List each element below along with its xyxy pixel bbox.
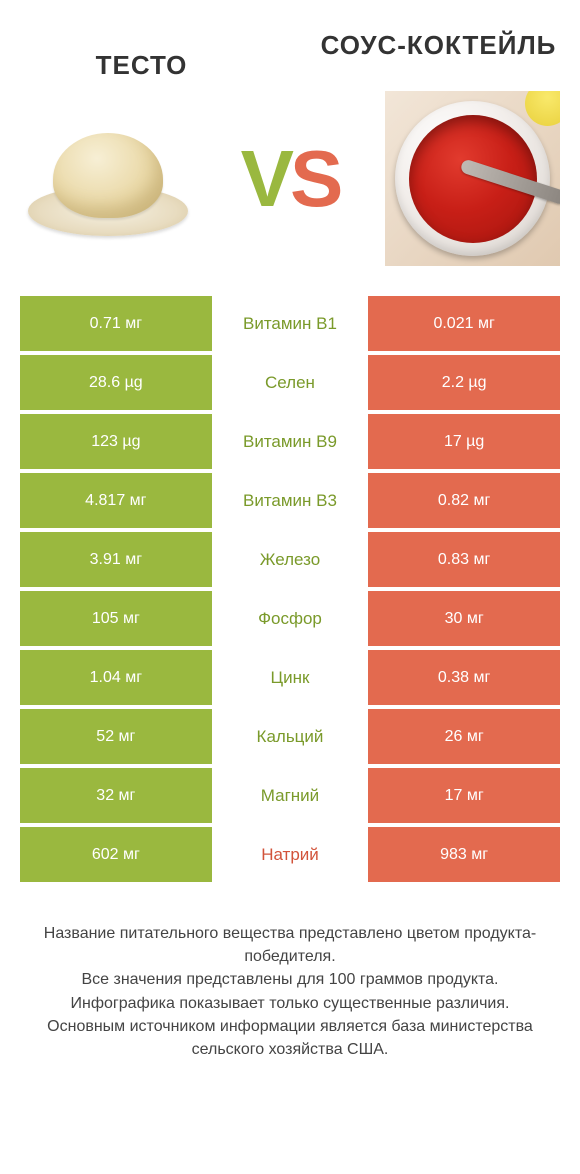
nutrient-name-cell: Витамин B9	[212, 414, 369, 469]
left-value-cell: 52 мг	[20, 709, 212, 764]
right-value-cell: 983 мг	[368, 827, 560, 882]
left-value-cell: 1.04 мг	[20, 650, 212, 705]
vs-letter-s: S	[290, 133, 339, 225]
footer-line-4: Основным источником информации является …	[30, 1015, 550, 1061]
table-row: 105 мгФосфор30 мг	[20, 591, 560, 646]
comparison-table: 0.71 мгВитамин B10.021 мг28.6 µgСелен2.2…	[20, 296, 560, 882]
sauce-icon	[409, 115, 537, 243]
nutrient-name-cell: Железо	[212, 532, 369, 587]
table-row: 0.71 мгВитамин B10.021 мг	[20, 296, 560, 351]
nutrient-name-cell: Кальций	[212, 709, 369, 764]
left-product-image	[20, 91, 195, 266]
right-value-cell: 17 µg	[368, 414, 560, 469]
nutrient-name-cell: Магний	[212, 768, 369, 823]
spoon-icon	[459, 158, 560, 205]
table-row: 3.91 мгЖелезо0.83 мг	[20, 532, 560, 587]
nutrient-name-cell: Селен	[212, 355, 369, 410]
table-row: 4.817 мгВитамин B30.82 мг	[20, 473, 560, 528]
footer-line-3: Инфографика показывает только существенн…	[30, 992, 550, 1015]
right-product-title: СОУС-КОКТЕЙЛЬ	[317, 30, 560, 61]
left-value-cell: 0.71 мг	[20, 296, 212, 351]
left-product-title: ТЕСТО	[20, 30, 263, 81]
nutrient-name-cell: Витамин B3	[212, 473, 369, 528]
right-value-cell: 26 мг	[368, 709, 560, 764]
left-value-cell: 32 мг	[20, 768, 212, 823]
table-row: 28.6 µgСелен2.2 µg	[20, 355, 560, 410]
infographic-container: ТЕСТО СОУС-КОКТЕЙЛЬ VS 0.71 мгВитамин B1…	[0, 0, 580, 1081]
left-value-cell: 28.6 µg	[20, 355, 212, 410]
table-row: 32 мгМагний17 мг	[20, 768, 560, 823]
vs-letter-v: V	[241, 133, 290, 225]
right-value-cell: 0.021 мг	[368, 296, 560, 351]
vs-label: VS	[241, 133, 340, 225]
left-value-cell: 602 мг	[20, 827, 212, 882]
right-value-cell: 0.82 мг	[368, 473, 560, 528]
right-value-cell: 2.2 µg	[368, 355, 560, 410]
table-row: 52 мгКальций26 мг	[20, 709, 560, 764]
left-value-cell: 123 µg	[20, 414, 212, 469]
footer-line-2: Все значения представлены для 100 граммо…	[30, 968, 550, 991]
table-row: 602 мгНатрий983 мг	[20, 827, 560, 882]
left-value-cell: 4.817 мг	[20, 473, 212, 528]
header-row: ТЕСТО СОУС-КОКТЕЙЛЬ	[20, 30, 560, 81]
table-row: 123 µgВитамин B917 µg	[20, 414, 560, 469]
dough-icon	[53, 133, 163, 218]
right-value-cell: 0.38 мг	[368, 650, 560, 705]
images-row: VS	[20, 91, 560, 266]
footer-line-1: Название питательного вещества представл…	[30, 922, 550, 968]
nutrient-name-cell: Витамин B1	[212, 296, 369, 351]
left-value-cell: 105 мг	[20, 591, 212, 646]
bowl-outer-icon	[395, 101, 550, 256]
right-value-cell: 0.83 мг	[368, 532, 560, 587]
right-product-image	[385, 91, 560, 266]
nutrient-name-cell: Фосфор	[212, 591, 369, 646]
right-value-cell: 30 мг	[368, 591, 560, 646]
left-value-cell: 3.91 мг	[20, 532, 212, 587]
table-row: 1.04 мгЦинк0.38 мг	[20, 650, 560, 705]
footer-notes: Название питательного вещества представл…	[20, 922, 560, 1061]
right-value-cell: 17 мг	[368, 768, 560, 823]
nutrient-name-cell: Цинк	[212, 650, 369, 705]
sauce-photo-bg	[385, 91, 560, 266]
nutrient-name-cell: Натрий	[212, 827, 369, 882]
